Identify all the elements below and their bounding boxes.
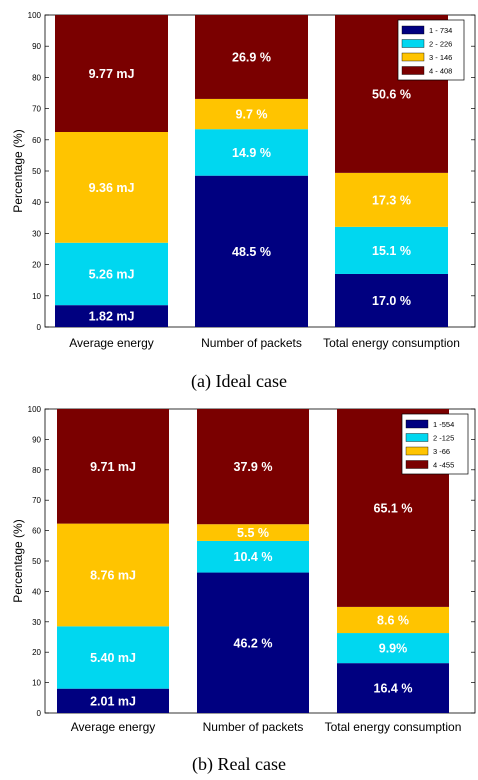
data-label: 8.76 mJ — [90, 568, 136, 582]
chart-panel-ideal: 1.82 mJ 5.26 mJ 9.36 mJ 9.77 mJ Average ener… — [11, 11, 476, 392]
data-label: 15.1 % — [372, 244, 411, 258]
y-tick-label: 50 — [32, 557, 41, 566]
y-tick-label: 30 — [32, 229, 41, 238]
data-label: 17.0 % — [372, 294, 411, 308]
bar-segment-1-2 — [55, 242, 168, 306]
data-label: 9.9% — [379, 642, 408, 656]
y-tick-label: 30 — [32, 618, 41, 627]
y-tick-label: 50 — [32, 167, 41, 176]
bar-segment-3-1 — [337, 663, 449, 713]
legend-swatch — [401, 66, 425, 75]
data-label: 9.71 mJ — [90, 460, 136, 474]
y-tick-label: 20 — [32, 261, 41, 270]
bar-segment-2-3 — [195, 98, 308, 130]
data-label: 9.36 mJ — [89, 181, 135, 195]
y-tick-label: 0 — [37, 323, 42, 332]
x-tick-label: Average energy — [69, 336, 154, 350]
legend-entry: 4 -455 — [433, 461, 454, 470]
x-tick-label: Total energy consumption — [323, 336, 460, 350]
y-tick-label: 90 — [32, 435, 41, 444]
data-label: 46.2 % — [234, 636, 273, 650]
bar-segment-3-3 — [337, 606, 449, 634]
data-label: 50.6 % — [372, 87, 411, 101]
bar-segment-3-1 — [335, 273, 448, 327]
y-tick-label: 60 — [32, 527, 41, 536]
data-label: 5.5 % — [237, 526, 269, 540]
y-axis-label: Percentage (%) — [11, 129, 25, 212]
bar-segment-2-4 — [197, 409, 309, 525]
legend-entry: 2 -125 — [433, 434, 454, 443]
legend-swatch — [405, 433, 429, 442]
y-tick-label: 10 — [32, 679, 41, 688]
y-tick-label: 40 — [32, 198, 41, 207]
x-tick-label: Average energy — [71, 720, 156, 734]
bar-segment-1-3 — [55, 132, 168, 243]
legend-entry: 2 - 226 — [429, 40, 452, 49]
data-label: 16.4 % — [374, 682, 413, 696]
data-label: 17.3 % — [372, 193, 411, 207]
y-tick-label: 0 — [37, 709, 42, 718]
y-tick-label: 70 — [32, 105, 41, 114]
legend-swatch — [405, 446, 429, 456]
y-tick-label: 80 — [32, 466, 41, 475]
legend-entry: 1 - 734 — [429, 26, 452, 35]
data-label: 26.9 % — [232, 50, 271, 64]
legend-swatch — [401, 52, 425, 62]
bar-segment-2-4 — [195, 15, 308, 99]
data-label: 5.26 mJ — [89, 267, 135, 281]
bar-segment-1-3 — [57, 523, 169, 627]
bar-segment-2-1 — [195, 175, 308, 327]
legend-entry: 1 -554 — [433, 420, 454, 429]
bar-segment-1-1 — [57, 688, 169, 713]
x-tick-label: Total energy consumption — [325, 720, 462, 734]
bar-segment-1-1 — [55, 305, 168, 327]
y-tick-label: 20 — [32, 648, 41, 657]
y-tick-label: 60 — [32, 136, 41, 145]
figure-caption: (a) Ideal case — [191, 371, 287, 392]
legend-swatch — [401, 39, 425, 48]
legend-swatch — [405, 419, 429, 429]
y-tick-label: 40 — [32, 587, 41, 596]
y-axis-label: Percentage (%) — [11, 519, 25, 602]
bar-segment-3-2 — [337, 633, 449, 664]
legend-entry: 4 - 408 — [429, 67, 452, 76]
y-tick-label: 100 — [28, 11, 42, 20]
y-tick-label: 100 — [28, 405, 42, 414]
data-label: 1.82 mJ — [89, 310, 135, 324]
y-tick-label: 10 — [32, 292, 41, 301]
bar-segment-3-2 — [335, 226, 448, 274]
y-tick-label: 90 — [32, 42, 41, 51]
bar-segment-1-4 — [55, 15, 168, 132]
bar-segment-2-2 — [195, 129, 308, 176]
data-label: 14.9 % — [232, 146, 271, 160]
bar-segment-1-2 — [57, 626, 169, 689]
x-tick-label: Number of packets — [203, 720, 304, 734]
y-tick-label: 70 — [32, 496, 41, 505]
legend-swatch — [405, 460, 429, 469]
bar-segment-2-2 — [197, 540, 309, 573]
bar-segment-2-1 — [197, 572, 309, 713]
bar-segment-1-4 — [57, 409, 169, 524]
legend-swatch — [401, 25, 425, 35]
legend-entry: 3 - 146 — [429, 53, 452, 62]
data-label: 10.4 % — [234, 550, 273, 564]
data-label: 65.1 % — [374, 501, 413, 515]
data-label: 5.40 mJ — [90, 651, 136, 665]
data-label: 8.6 % — [377, 613, 409, 627]
chart-panel-real: 2.01 mJ 5.40 mJ 8.76 mJ 9.71 mJ Average ener… — [11, 405, 476, 775]
bar-segment-3-3 — [335, 172, 448, 227]
figure-caption: (b) Real case — [192, 754, 286, 775]
data-label: 48.5 % — [232, 245, 271, 259]
y-tick-label: 80 — [32, 73, 41, 82]
data-label: 2.01 mJ — [90, 694, 136, 708]
legend-entry: 3 -66 — [433, 447, 450, 456]
bar-segment-2-3 — [197, 524, 309, 541]
data-label: 9.77 mJ — [89, 67, 135, 81]
x-tick-label: Number of packets — [201, 336, 302, 350]
data-label: 9.7 % — [236, 108, 268, 122]
data-label: 37.9 % — [234, 460, 273, 474]
